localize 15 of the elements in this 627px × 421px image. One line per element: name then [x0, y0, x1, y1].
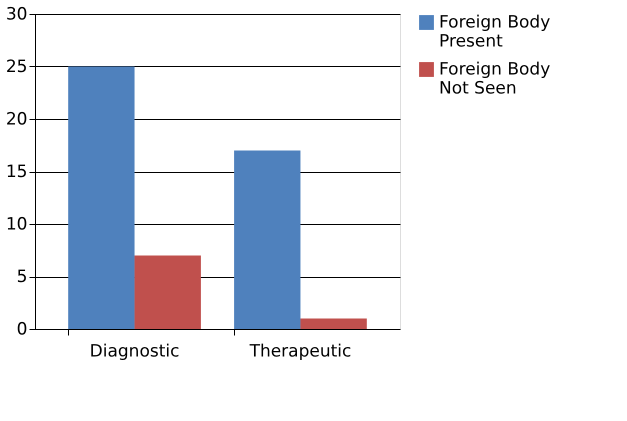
- y-tick-label: 5: [16, 267, 28, 287]
- bar: [68, 66, 135, 329]
- bar: [134, 256, 201, 329]
- x-tick-label: Therapeutic: [248, 342, 352, 362]
- y-tick-label: 30: [6, 4, 28, 24]
- legend-label: Foreign Body Not Seen: [439, 60, 550, 98]
- bar: [234, 150, 300, 329]
- y-tick-label: 25: [6, 57, 28, 77]
- x-tick-label: Diagnostic: [90, 342, 180, 362]
- y-tick-label: 15: [6, 162, 28, 182]
- y-tick-label: 0: [16, 320, 28, 340]
- legend-label: Foreign Body Present: [439, 12, 550, 52]
- y-tick-label: 10: [6, 214, 28, 234]
- bar: [300, 318, 367, 329]
- y-tick-label: 20: [6, 110, 28, 130]
